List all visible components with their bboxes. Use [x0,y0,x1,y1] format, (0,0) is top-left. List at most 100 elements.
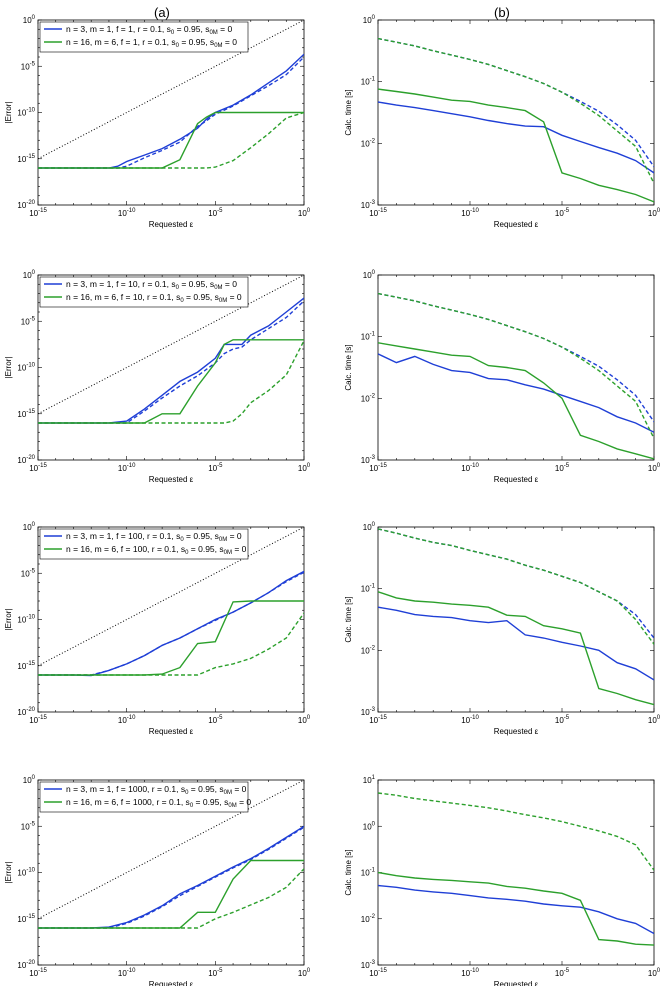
y-axis-label: |Error| [4,357,13,379]
y-tick-label: 10-2 [361,138,376,148]
legend-box [39,781,249,813]
series-blue-dashed-line [38,56,304,169]
chart-panel-1: 10-15 10-10 10-5 10010-2010-1510-1010-5100R… [4,15,311,229]
y-tick-label: 10-1 [361,868,376,878]
chart-panel-5: 10-15 10-10 10-5 10010-2010-1510-1010-5100R… [4,522,311,736]
x-tick-label: 10-5 [208,715,223,725]
y-axis-label: Calc. time [s] [344,344,353,390]
series-blue-dashed-line [38,826,304,929]
y-tick-label: 10-3 [361,455,376,465]
x-tick-label: 10-5 [208,968,223,978]
legend-box [39,21,249,53]
x-axis-label: Requested ε [149,980,194,986]
y-tick-label: 10-2 [361,914,376,924]
legend-entry: n = 16, m = 6, f = 10, r = 0.1, s0 = 0.9… [66,292,242,304]
series-green-solid-line [38,859,304,929]
y-tick-label: 10-5 [21,568,36,578]
chart-panel-4: 10-15 10-10 10-5 100 10-3 10-2 10-1 100 Requeste… [344,270,661,484]
chart-panel-7: 10-15 10-10 10-5 10010-2010-1510-1010-5100R… [4,775,311,986]
y-tick-label: 10-3 [361,960,376,970]
legend-entry: n = 16, m = 6, f = 1, r = 0.1, s0 = 0.95… [66,37,237,49]
x-tick-label: 10-5 [208,208,223,218]
x-axis-label: Requested ε [149,727,194,736]
x-tick-label: 10-15 [29,208,47,218]
plot-frame [377,274,655,461]
y-axis-label: |Error| [4,862,13,884]
series-green-solid-line [38,600,304,676]
x-tick-label: 100 [648,715,661,725]
legend-box [39,276,249,308]
y-tick-label: 10-10 [17,868,35,878]
y-tick-label: 10-1 [361,77,376,87]
x-tick-label: 100 [298,463,311,473]
x-tick-label: 100 [648,463,661,473]
series-green-dashed-line [38,868,304,929]
x-tick-label: 10-5 [555,463,570,473]
legend-entry: n = 16, m = 6, f = 1000, r = 0.1, s0 = 0… [66,797,251,809]
x-tick-label: 10-5 [555,208,570,218]
series-green-solid-line [378,871,654,946]
x-axis-label: Requested ε [494,980,539,986]
y-tick-label: 10-3 [361,200,376,210]
y-tick-label: 10-20 [17,455,35,465]
series-reference-line [38,20,304,160]
series-green-dashed-line [378,528,654,645]
x-tick-label: 10-15 [29,715,47,725]
series-reference-line [38,527,304,667]
x-tick-label: 10-10 [118,463,136,473]
y-tick-label: 10-10 [17,363,35,373]
x-tick-label: 10-10 [461,463,479,473]
x-axis-label: Requested ε [149,475,194,484]
x-tick-label: 10-15 [29,463,47,473]
chart-panel-3: 10-15 10-10 10-5 10010-2010-1510-1010-5100R… [4,270,311,484]
series-blue-solid-line [378,606,654,681]
series-blue-solid-line [38,297,304,424]
y-tick-label: 10-5 [21,821,36,831]
series-blue-solid-line [378,353,654,433]
y-axis-label: |Error| [4,609,13,631]
y-tick-label: 100 [363,821,376,831]
legend-entry: n = 3, m = 1, f = 100, r = 0.1, s0 = 0.9… [66,531,242,543]
y-tick-label: 10-5 [21,61,36,71]
x-tick-label: 10-5 [208,463,223,473]
x-tick-label: 10-15 [369,968,387,978]
column-title-b: (b) [494,5,510,20]
series-blue-solid-line [38,53,304,169]
legend-box [39,528,249,560]
x-tick-label: 100 [648,968,661,978]
legend: n = 3, m = 1, f = 1000, r = 0.1, s0 = 0.… [39,781,251,813]
y-tick-label: 100 [23,775,36,785]
x-tick-label: 10-15 [369,715,387,725]
x-axis-label: Requested ε [494,727,539,736]
x-tick-label: 100 [298,968,311,978]
x-tick-label: 10-10 [118,715,136,725]
y-tick-label: 10-5 [21,316,36,326]
y-tick-label: 10-20 [17,200,35,210]
x-tick-label: 10-15 [369,208,387,218]
plot-frame [377,526,655,713]
series-blue-dashed-line [38,571,304,676]
y-tick-label: 100 [23,522,36,532]
y-tick-label: 10-2 [361,393,376,403]
series-green-solid-line [378,88,654,203]
x-axis-label: Requested ε [494,220,539,229]
y-tick-label: 100 [363,522,376,532]
x-tick-label: 100 [298,715,311,725]
x-tick-label: 10-10 [118,208,136,218]
series-green-dashed-line [38,340,304,424]
x-axis-label: Requested ε [149,220,194,229]
y-axis-label: Calc. time [s] [344,849,353,895]
y-tick-label: 10-15 [17,914,35,924]
y-tick-label: 10-10 [17,615,35,625]
legend: n = 3, m = 1, f = 10, r = 0.1, s0 = 0.95… [39,276,249,308]
legend-entry: n = 16, m = 6, f = 100, r = 0.1, s0 = 0.… [66,544,247,556]
column-title-a: (a) [154,5,170,20]
y-tick-label: 10-2 [361,645,376,655]
series-green-dashed-line [38,111,304,169]
legend: n = 3, m = 1, f = 100, r = 0.1, s0 = 0.9… [39,528,249,560]
x-tick-label: 10-5 [555,715,570,725]
series-blue-dashed-line [38,300,304,424]
y-axis-label: |Error| [4,102,13,124]
series-reference-line [38,275,304,415]
series-green-solid-line [378,342,654,460]
